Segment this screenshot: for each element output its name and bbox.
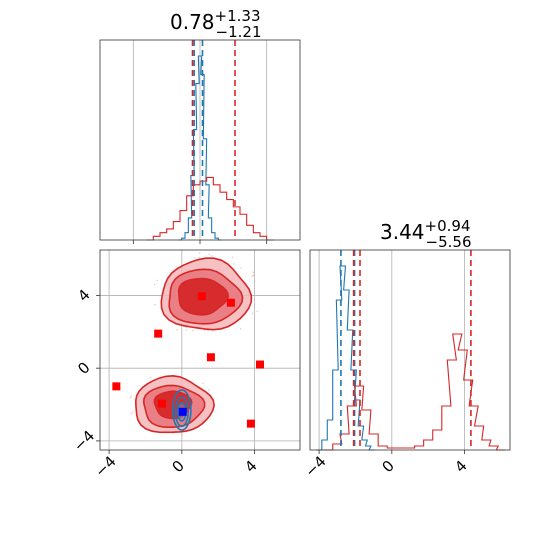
y-tick-label: 4 [74,286,93,305]
x-tick-label: 4 [451,457,470,476]
red-square-marker [197,292,206,301]
red-square-marker [154,329,163,338]
title-lower-error: −5.56 [426,233,472,251]
red-square-marker [206,353,215,362]
scatter-sample-point [154,303,156,306]
scatter-sample-point [130,395,133,398]
histogram-red-step [146,176,274,241]
scatter-sample-point [203,329,206,332]
x-tick-label: 4 [241,457,260,476]
y-tick-label: 0 [74,358,93,377]
scatter-sample-point [149,376,152,379]
scatter-sample-point [156,279,159,282]
scatter-sample-point [239,328,242,330]
panel-bottom-right-histogram: −4 0 4 3.44+0.94−5.56 [301,217,511,481]
scatter-sample-point [233,263,235,265]
x-tick-label: 0 [379,457,398,476]
scatter-sample-point [231,256,234,259]
scatter-sample-point [131,411,134,414]
y-tick-label: −4 [70,427,98,455]
panel-frame [99,39,301,241]
panel-top-left-histogram: 0.78+1.33−1.21 [99,7,301,244]
scatter-sample-point [252,271,255,274]
red-square-marker [256,360,264,369]
histogram-blue-step [178,55,222,241]
scatter-sample-point [198,252,201,254]
blue-contour [171,389,192,431]
red-square-marker [157,399,166,408]
title-upper-error: +1.33 [215,7,261,25]
red-square-marker [112,382,121,391]
red-square-marker [246,419,255,428]
panel-frame [99,249,301,451]
scatter-sample-point [192,329,194,332]
scatter-sample-point [256,310,259,313]
scatter-sample-point [130,412,132,415]
panel-bottom-left-scatter: −4 0 4 −4 0 4 [70,249,301,481]
panel-frame [309,249,511,451]
x-tick-label: −4 [91,452,119,480]
scatter-sample-point [211,255,213,257]
x-tick-label: 0 [169,457,188,476]
title-upper-error: +0.94 [425,217,471,235]
scatter-sample-point [252,274,255,277]
scatter-sample-point [153,283,156,286]
title-value: 3.44 [380,220,425,244]
x-tick-label: −4 [301,452,329,480]
scatter-sample-point [208,389,210,392]
scatter-sample-point [198,256,200,259]
scatter-sample-point [181,434,184,436]
scatter-sample-point [129,397,132,399]
scatter-sample-point [207,329,209,332]
scatter-sample-point [240,267,242,269]
panel-title: 0.78+1.33 [170,7,261,34]
scatter-sample-point [202,382,204,385]
scatter-sample-point [172,432,174,435]
title-value: 0.78 [170,10,215,34]
scatter-sample-point [193,256,196,259]
red-square-marker [226,298,235,307]
histogram-blue-step [316,265,375,451]
scatter-contents [112,252,264,436]
scatter-sample-point [176,329,179,331]
panel-title: 3.44+0.94 [380,217,471,244]
title-lower-error: −1.21 [216,23,262,41]
scatter-sample-point [251,312,254,315]
scatter-sample-point [185,329,188,331]
scatter-sample-point [208,253,211,256]
blue-contour [174,396,189,428]
blue-square-marker [178,407,187,416]
histogram-red-step [323,333,506,451]
